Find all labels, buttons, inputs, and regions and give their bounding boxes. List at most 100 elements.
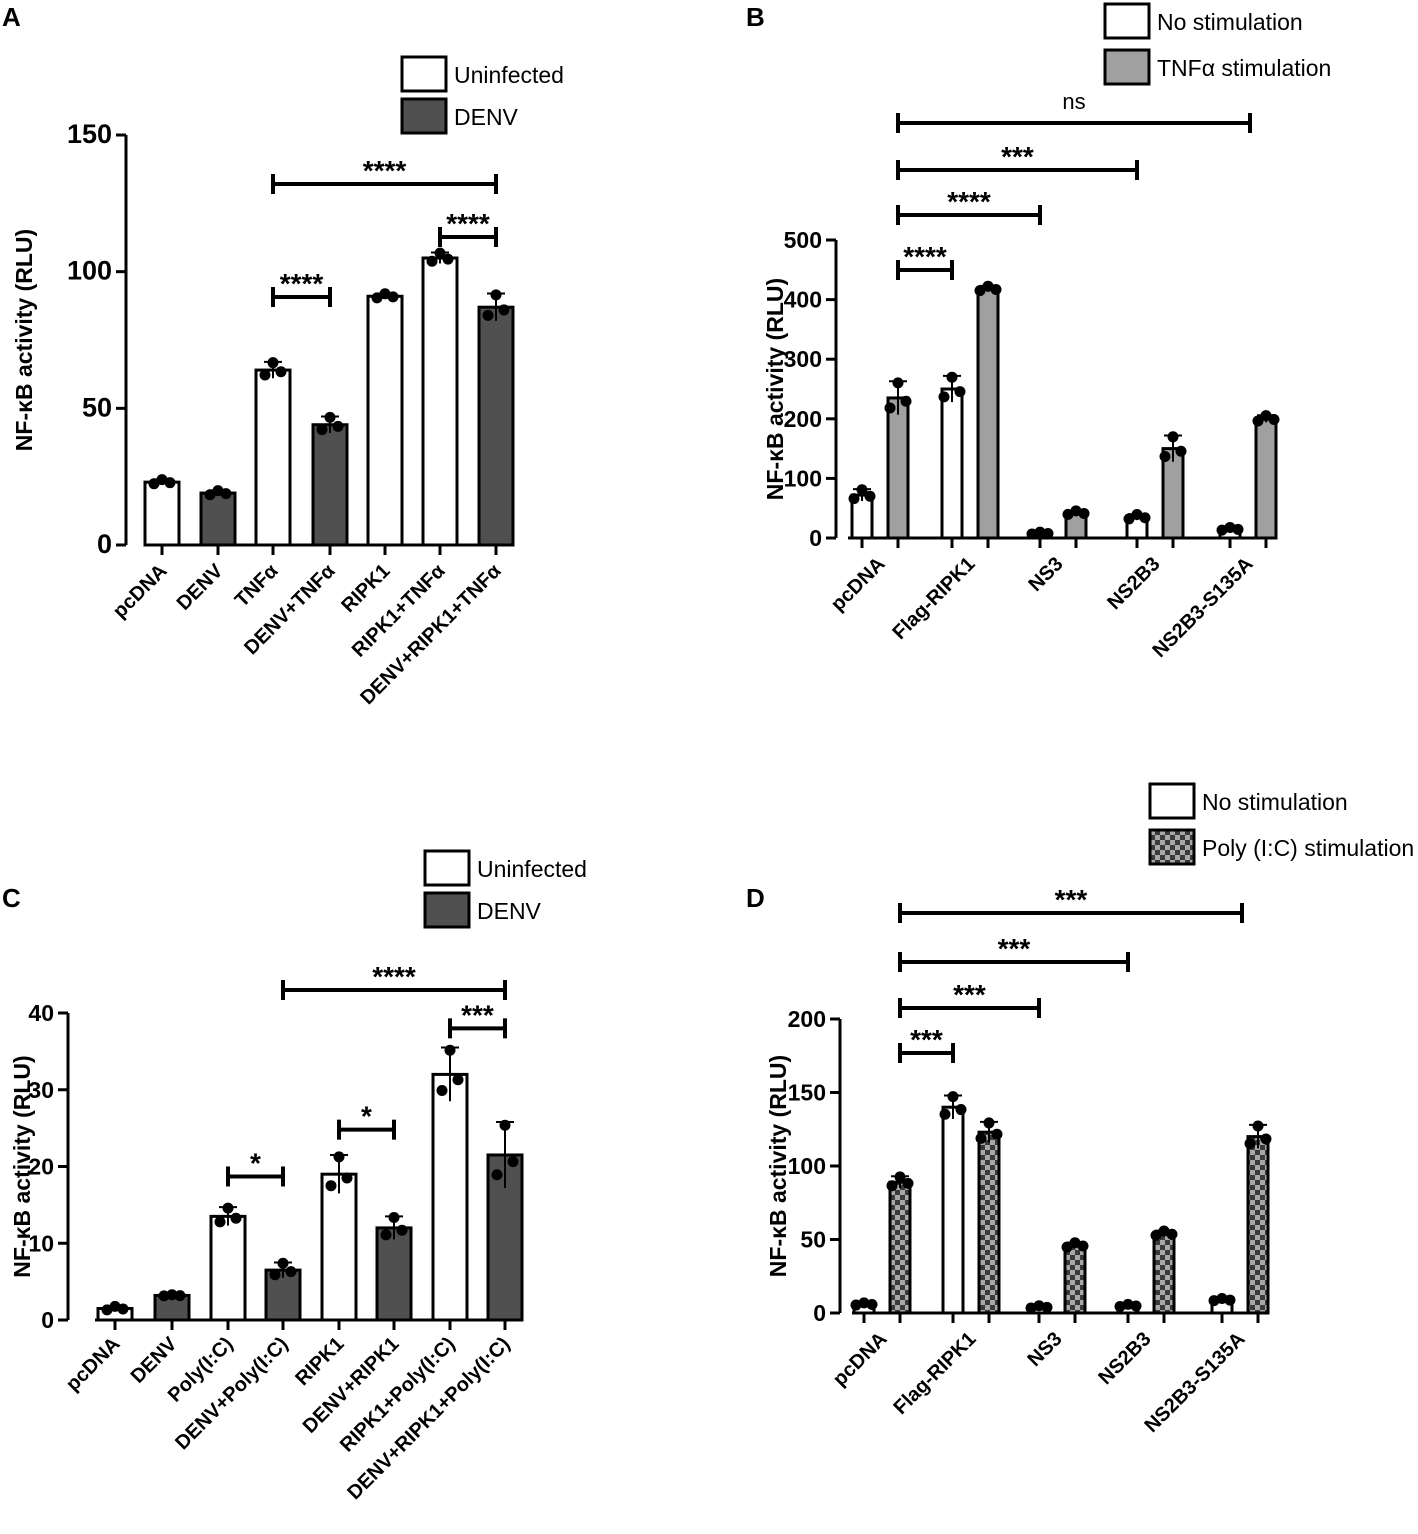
data-point [1224, 1294, 1236, 1306]
bar-denv [199, 491, 237, 547]
data-point [275, 366, 287, 378]
data-point [316, 424, 328, 436]
y-tick-label: 30 [28, 1077, 54, 1103]
significance-label: ns [1062, 89, 1085, 114]
x-tick-label: NS2B3 [1094, 1328, 1155, 1389]
data-point [974, 285, 986, 297]
y-axis-label: NF-κB activity (RLU) [11, 229, 37, 451]
bar-denv-ripk1 [375, 1226, 413, 1322]
data-point [490, 289, 502, 301]
y-tick-label: 100 [784, 465, 822, 491]
data-point [380, 1229, 392, 1241]
data-point [277, 1257, 289, 1269]
data-point [1166, 1228, 1178, 1240]
significance-label: **** [947, 186, 991, 217]
data-point [1077, 1240, 1089, 1252]
data-point [1232, 523, 1244, 535]
bar-tnf [254, 368, 292, 547]
data-point [117, 1303, 129, 1315]
y-tick-label: 300 [784, 346, 822, 372]
significance-label: **** [280, 268, 324, 299]
bar-pcdna [143, 480, 181, 547]
x-tick-label: Flag-RIPK1 [889, 553, 980, 644]
y-tick-label: 150 [67, 119, 112, 149]
x-tick-label: NS2B3-S135A [1140, 1328, 1249, 1437]
legend-swatch-denv [423, 891, 471, 929]
data-point [886, 1180, 898, 1192]
legend-swatch-tnf-stimulation [1103, 48, 1151, 86]
legend-swatch-uninfected [423, 849, 471, 887]
data-point [434, 247, 446, 259]
significance-label: *** [461, 999, 494, 1030]
y-tick-label: 150 [788, 1080, 826, 1106]
y-axis-label: NF-κB activity (RLU) [9, 1055, 35, 1277]
bar-denv-ripk1-tnf [477, 305, 515, 547]
bar-ripk1-tnf [421, 256, 459, 547]
bar-pcdna-tnf-stimulation [886, 396, 910, 540]
data-point [902, 1177, 914, 1189]
x-tick-label: pcDNA [62, 1333, 125, 1396]
x-tick-label: NS2B3 [1103, 553, 1164, 614]
x-tick-label: NS3 [1023, 1328, 1066, 1371]
legend-label-tnf-stimulation: TNFα stimulation [1157, 55, 1331, 81]
data-point [1150, 1229, 1162, 1241]
significance-label: *** [1001, 141, 1034, 172]
x-tick-label: Flag-RIPK1 [890, 1328, 981, 1419]
legend-label-uninfected: Uninfected [454, 62, 564, 88]
data-point [1167, 431, 1179, 443]
bar-ripk1 [366, 294, 404, 547]
legend-swatch-no-stimulation [1103, 2, 1151, 40]
bar-ripk1-poly-i-c [431, 1072, 469, 1322]
bar-ns2b3-poly-i-c-stimulation [1152, 1232, 1176, 1315]
bar-ns2b3-s135a-tnf-stimulation [1254, 417, 1278, 540]
data-point [333, 1151, 345, 1163]
data-point [991, 1128, 1003, 1140]
data-point [222, 1202, 234, 1214]
data-point [324, 411, 336, 423]
x-tick-label: DENV [173, 560, 228, 615]
data-point [436, 1085, 448, 1097]
data-point [1252, 1120, 1264, 1132]
x-tick-label: pcDNA [109, 560, 172, 623]
x-tick-label: pcDNA [827, 553, 890, 616]
panel-label-b: B [746, 2, 765, 32]
bar-poly-i-c [209, 1214, 247, 1322]
y-axis-label: NF-κB activity (RLU) [762, 278, 788, 500]
significance-label: **** [903, 241, 947, 272]
data-point [164, 477, 176, 489]
panel-label-d: D [746, 883, 765, 913]
panel-label-a: A [2, 2, 21, 32]
significance-label: **** [446, 208, 490, 239]
significance-label: *** [910, 1024, 943, 1055]
data-point [1159, 450, 1171, 462]
significance-label: **** [363, 155, 407, 186]
data-point [983, 1117, 995, 1129]
bar-flag-ripk1-tnf-stimulation [976, 287, 1000, 540]
data-point [341, 1172, 353, 1184]
data-point [894, 1171, 906, 1183]
data-point [387, 291, 399, 303]
x-tick-label: pcDNA [829, 1328, 892, 1391]
data-point [1041, 1301, 1053, 1313]
data-point [856, 484, 868, 496]
data-point [939, 1108, 951, 1120]
bar-flag-ripk1-no-stimulation [941, 1105, 965, 1315]
data-point [396, 1224, 408, 1236]
y-tick-label: 100 [67, 256, 112, 286]
data-point [259, 369, 271, 381]
legend-label-uninfected: Uninfected [477, 856, 587, 882]
data-point [938, 391, 950, 403]
bar-flag-ripk1-no-stimulation [940, 387, 964, 540]
significance-label: * [250, 1147, 261, 1178]
data-point [1078, 507, 1090, 519]
data-point [1123, 513, 1135, 525]
data-point [214, 1216, 226, 1228]
data-point [955, 1104, 967, 1116]
y-tick-label: 0 [809, 525, 822, 551]
significance-label: *** [953, 979, 986, 1010]
data-point [1252, 415, 1264, 427]
x-tick-label: DENV [127, 1333, 182, 1388]
data-point [848, 493, 860, 505]
data-point [174, 1290, 186, 1302]
